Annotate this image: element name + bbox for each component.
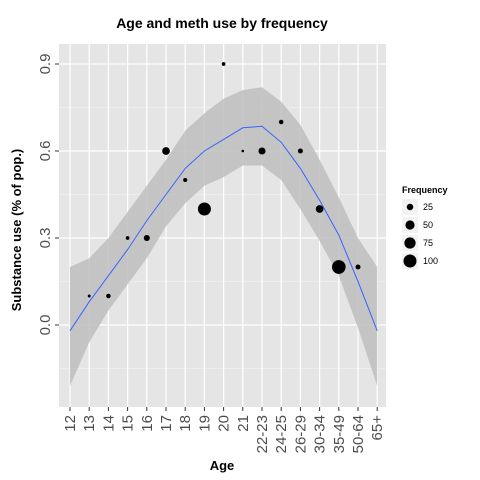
legend-key	[406, 203, 414, 211]
data-point	[297, 148, 303, 154]
x-tick-label: 35-49	[331, 415, 348, 453]
y-tick-label: 0.6	[37, 141, 54, 162]
legend-key	[405, 220, 415, 230]
data-point	[183, 177, 188, 183]
data-point	[221, 62, 226, 66]
x-tick-label: 19	[196, 415, 213, 432]
x-tick-label: 14	[100, 415, 117, 432]
chart-title: Age and meth use by frequency	[116, 15, 328, 31]
x-tick-label: 16	[139, 415, 156, 432]
data-point	[87, 294, 91, 298]
legend-title: Frequency	[402, 185, 448, 195]
legend-label: 100	[423, 256, 438, 266]
y-tick-label: 0.3	[37, 228, 54, 249]
y-axis: 0.0 0.3 0.6 0.9	[37, 54, 59, 336]
data-point	[355, 264, 361, 270]
data-point	[197, 202, 211, 216]
x-tick-label: 50-64	[350, 415, 367, 453]
data-point	[106, 293, 111, 299]
data-point	[315, 205, 324, 213]
data-point	[143, 234, 150, 242]
legend-entries: 25 50 75 100	[402, 199, 438, 269]
x-axis: 12 13 14 15 16 17 18 19 20 21 22-23 24-25 26-29 30-34…	[62, 407, 386, 453]
y-tick-label: 0.9	[37, 54, 54, 75]
legend-key	[403, 254, 417, 268]
legend-label: 25	[423, 202, 433, 212]
x-tick-label: 12	[62, 415, 79, 432]
smooth-line	[69, 125, 378, 332]
x-tick-label: 20	[216, 415, 233, 432]
data-point	[162, 147, 170, 155]
data-point	[331, 260, 346, 274]
y-tick-label: 0.0	[37, 315, 54, 336]
x-tick-label: 24-25	[273, 415, 290, 453]
x-tick-label: 65+	[369, 415, 386, 441]
legend: Frequency 25 50 75 100	[402, 185, 448, 269]
data-point	[278, 119, 284, 125]
x-tick-label: 22-23	[254, 415, 271, 453]
x-tick-label: 21	[235, 415, 252, 432]
data-point	[258, 147, 266, 155]
data-point	[241, 149, 245, 153]
plot-panel	[59, 44, 386, 407]
x-tick-label: 15	[120, 415, 137, 432]
confidence-band	[70, 87, 378, 386]
legend-key	[404, 237, 416, 249]
x-tick-label: 13	[81, 415, 98, 432]
x-tick-label: 18	[177, 415, 194, 432]
x-tick-label: 26-29	[292, 415, 309, 453]
legend-label: 50	[423, 220, 433, 230]
legend-label: 75	[423, 238, 433, 248]
x-tick-label: 17	[158, 415, 175, 432]
x-axis-title: Age	[210, 458, 235, 473]
data-point	[125, 236, 130, 240]
x-tick-label: 30-34	[312, 415, 329, 453]
data-points	[87, 62, 361, 299]
y-axis-title: Substance use (% of pop.)	[9, 149, 24, 312]
